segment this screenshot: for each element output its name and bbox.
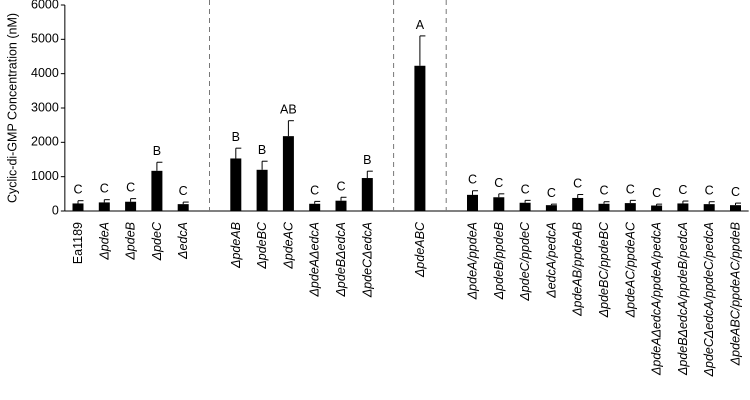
- y-tick-label: 1000: [31, 169, 59, 183]
- bar: [651, 205, 663, 211]
- bar: [598, 203, 610, 211]
- significance-letter: C: [705, 184, 714, 198]
- y-axis-label: Cyclic-di-GMP Concentration (nM): [5, 13, 19, 203]
- x-tick-label: ΔpdeAΔedcA: [308, 222, 322, 297]
- y-tick-label: 0: [52, 203, 59, 217]
- bar: [98, 202, 110, 211]
- x-tick-label: ΔpdeABC: [413, 221, 427, 278]
- x-tick-label: ΔpdeBΔedcA: [334, 222, 348, 297]
- significance-letter: C: [547, 186, 556, 200]
- significance-letter: A: [416, 18, 425, 32]
- bar: [677, 203, 689, 211]
- significance-letter: C: [126, 181, 135, 195]
- significance-letter: B: [232, 130, 240, 144]
- x-tick-label: ΔpdeA: [97, 222, 111, 261]
- x-tick-label: ΔpdeCΔedcA/ppdeC/pedcA: [702, 222, 716, 377]
- significance-letter: C: [100, 182, 109, 196]
- bar: [572, 197, 584, 211]
- x-tick-label: ΔpdeAB/ppdeAB: [571, 222, 585, 317]
- significance-letter: C: [494, 176, 503, 190]
- x-tick-label: Ea1189: [71, 222, 85, 264]
- bar: [414, 65, 426, 212]
- significance-letter: B: [363, 153, 371, 167]
- y-tick-label: 4000: [31, 66, 59, 80]
- bar: [125, 201, 137, 211]
- significance-letter: C: [626, 182, 635, 196]
- bar: [624, 203, 636, 211]
- significance-letter: C: [468, 173, 477, 187]
- bar: [703, 204, 715, 211]
- bar: [335, 200, 347, 211]
- significance-letter: B: [258, 143, 266, 157]
- significance-letter: C: [73, 183, 82, 197]
- x-tick-label: ΔpdeB/ppdeB: [492, 222, 506, 300]
- significance-letter: C: [310, 183, 319, 197]
- x-tick-label: ΔpdeCΔedcA: [360, 222, 374, 298]
- significance-letter: B: [153, 144, 161, 158]
- y-tick-label: 2000: [31, 135, 59, 149]
- bar: [730, 205, 741, 211]
- bar: [177, 204, 189, 211]
- bar: [493, 197, 505, 211]
- x-tick-label: ΔpdeAΔedcA/ppdeA/pedcA: [650, 222, 664, 376]
- x-tick-label: ΔpdeB: [124, 222, 138, 261]
- y-tick-label: 6000: [31, 0, 59, 11]
- significance-letter: C: [652, 186, 661, 200]
- x-tick-label: ΔpdeBC: [255, 221, 269, 270]
- significance-letter: C: [599, 184, 608, 198]
- bar: [230, 158, 242, 211]
- x-tick-label: ΔedcA/pedcA: [544, 222, 558, 299]
- x-tick-label: ΔpdeBC/ppdeBC: [597, 221, 611, 318]
- significance-letter: C: [179, 184, 188, 198]
- x-tick-label: ΔpdeAC: [281, 221, 295, 270]
- significance-letter: C: [573, 177, 582, 191]
- x-tick-label: ΔpdeC: [150, 221, 164, 261]
- significance-letter: C: [521, 182, 530, 196]
- bar: [545, 205, 557, 211]
- bar: [282, 136, 294, 211]
- significance-letter: C: [678, 183, 687, 197]
- x-tick-label: ΔpdeBΔedcA/ppdeB/pedcA: [676, 222, 690, 376]
- x-tick-label: ΔedcA: [176, 222, 190, 260]
- bar: [467, 194, 478, 211]
- bar: [361, 178, 373, 211]
- x-tick-label: ΔpdeAB: [229, 222, 243, 269]
- bar: [519, 202, 531, 211]
- significance-letter: AB: [280, 103, 297, 117]
- bar: [151, 170, 163, 211]
- y-tick-label: 3000: [31, 100, 59, 114]
- x-tick-label: ΔpdeABC/ppdeAC/ppdeB: [729, 222, 743, 366]
- significance-letter: C: [731, 185, 740, 199]
- bar: [256, 169, 268, 211]
- significance-letter: C: [336, 179, 345, 193]
- x-tick-label: ΔpdeC/ppdeC: [518, 221, 532, 302]
- x-tick-label: ΔpdeAC/ppdeAC: [623, 221, 637, 318]
- y-tick-label: 5000: [31, 32, 59, 46]
- x-tick-label: ΔpdeA/ppdeA: [466, 222, 480, 300]
- bar: [72, 203, 84, 211]
- bar: [309, 203, 321, 211]
